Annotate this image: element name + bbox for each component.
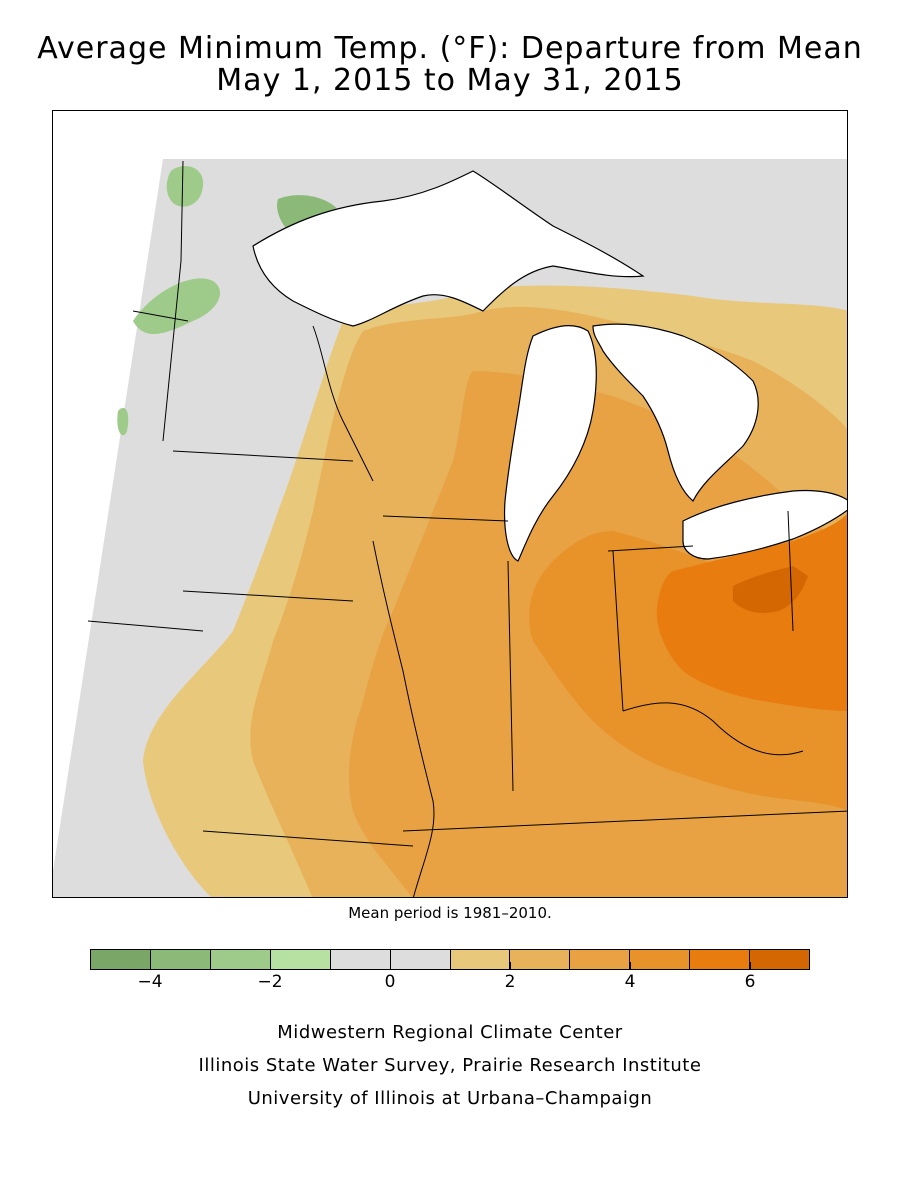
border-ky-tn (402, 810, 847, 832)
legend-tick-label: 2 (504, 972, 516, 992)
legend-tick-mark (150, 962, 151, 970)
border-mississippi (372, 540, 435, 897)
mean-period-note: Mean period is 1981–2010. (348, 904, 552, 922)
legend-tick-label: 4 (624, 972, 636, 992)
legend-swatch (750, 950, 810, 969)
legend-swatch (690, 950, 751, 969)
legend-swatch (210, 950, 271, 969)
cool-patch-far-west (117, 407, 129, 436)
border-mo-south (202, 830, 414, 847)
anomaly-5-6 (656, 513, 847, 711)
lake-michigan (503, 324, 597, 562)
legend-swatch (450, 950, 511, 969)
legend-swatch (270, 950, 331, 969)
border-il-in (507, 560, 514, 792)
credit-line-1: Midwestern Regional Climate Center (277, 1022, 623, 1043)
map-canvas (53, 159, 847, 897)
border-mn-west (162, 160, 184, 442)
legend-swatch (510, 950, 571, 969)
legend-swatch (570, 950, 631, 969)
state-borders (87, 160, 847, 897)
legend-tick-mark (750, 962, 751, 970)
lake-huron (592, 323, 759, 502)
temperature-departure-map (52, 110, 848, 898)
credit-line-2: Illinois State Water Survey, Prairie Res… (198, 1055, 702, 1076)
border-mi-oh (607, 545, 694, 552)
legend-tick-label: 0 (384, 972, 396, 992)
anomaly-6-7 (733, 566, 808, 613)
border-mn-wi (312, 325, 374, 482)
legend-swatch (630, 950, 691, 969)
legend-tick-mark (270, 962, 271, 970)
cool-patch-nw (166, 166, 204, 207)
border-oh-pa (787, 510, 794, 632)
border-nd-sd (132, 310, 189, 322)
legend-swatch (150, 950, 211, 969)
legend-tick-label: −2 (257, 972, 283, 992)
legend-swatch (330, 950, 391, 969)
color-legend (90, 949, 810, 970)
legend-tick-mark (390, 962, 391, 970)
legend-tick-label: −4 (137, 972, 163, 992)
legend-tick-mark (510, 962, 511, 970)
credit-line-3: University of Illinois at Urbana–Champai… (247, 1088, 653, 1109)
border-ia-mo (182, 590, 354, 602)
border-sd-ne (87, 620, 204, 632)
map-title: Average Minimum Temp. (°F): Departure fr… (37, 31, 863, 66)
legend-tick-mark (630, 962, 631, 970)
border-wi-il (382, 515, 509, 522)
border-oh-river (622, 702, 804, 756)
map-subtitle: May 1, 2015 to May 31, 2015 (216, 63, 684, 98)
lake-superior (252, 170, 645, 327)
legend-swatch (390, 950, 451, 969)
lake-erie (682, 489, 847, 560)
border-ia-north (172, 450, 354, 462)
border-in-oh (612, 550, 624, 712)
legend-tick-label: 6 (744, 972, 756, 992)
legend-swatch (91, 950, 151, 969)
